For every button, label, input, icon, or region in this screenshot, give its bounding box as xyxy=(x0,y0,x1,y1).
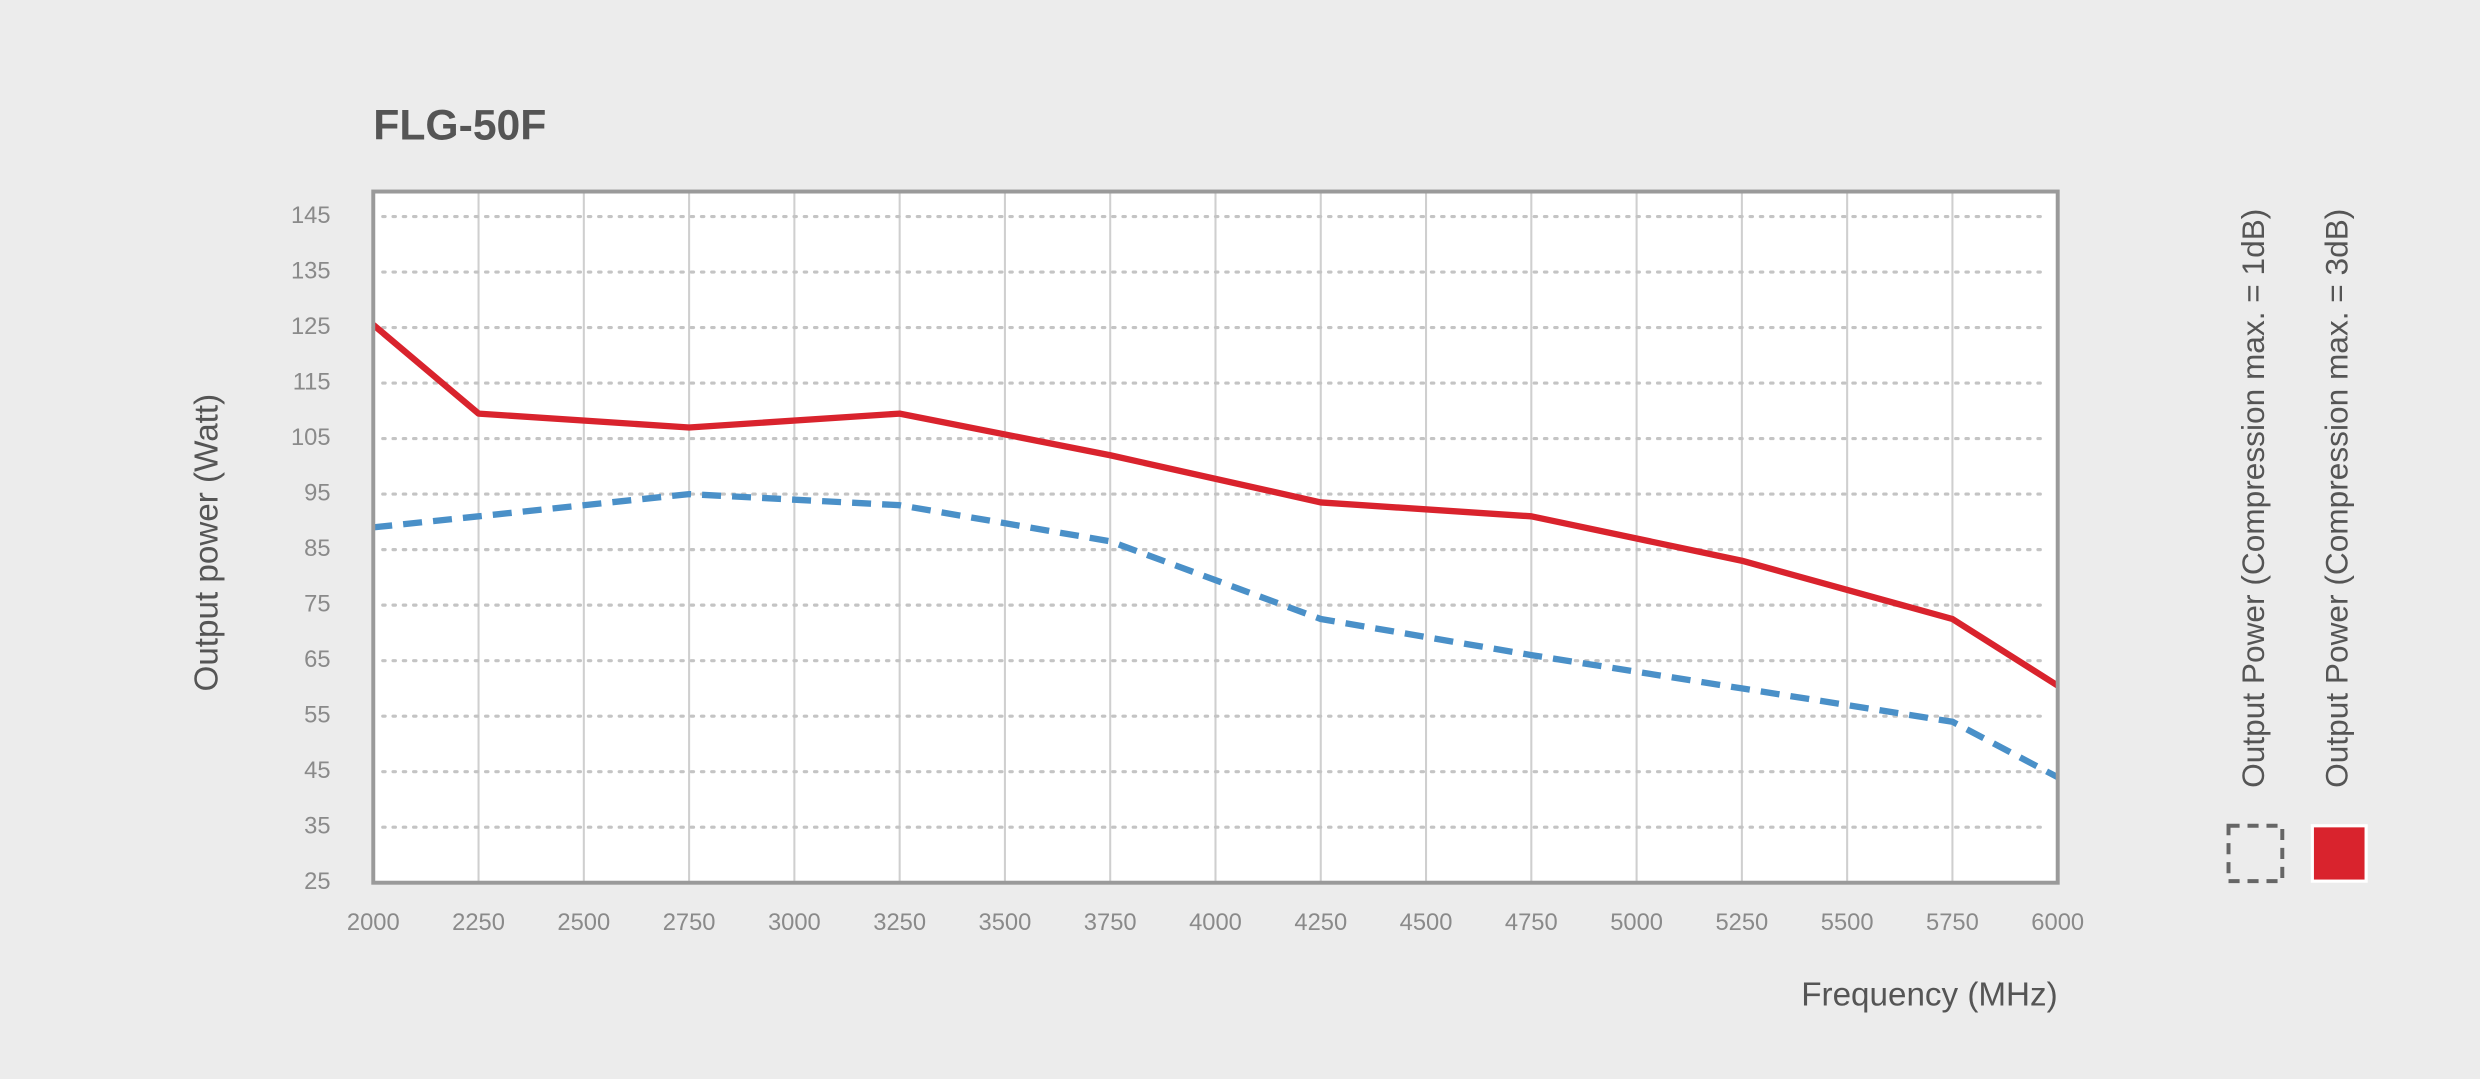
y-tick-label: 95 xyxy=(304,480,330,506)
x-tick-label: 5500 xyxy=(1821,910,1874,936)
series-line xyxy=(372,490,2060,781)
y-tick-label: 45 xyxy=(304,758,330,784)
y-axis-title: Output power (Watt) xyxy=(189,394,226,692)
legend-label: Output Power (Compression max. = 3dB) xyxy=(2319,209,2355,788)
x-tick-label: 2750 xyxy=(663,910,716,936)
x-tick-label: 6000 xyxy=(2031,910,2084,936)
x-tick-label: 4000 xyxy=(1189,910,1242,936)
x-axis-title: Frequency (MHz) xyxy=(1801,976,2057,1013)
y-tick-label: 85 xyxy=(304,536,330,562)
y-tick-label: 35 xyxy=(304,813,330,839)
x-tick-label: 5750 xyxy=(1926,910,1979,936)
y-tick-label: 65 xyxy=(304,647,330,673)
legend-swatch xyxy=(2310,824,2368,883)
y-tick-label: 25 xyxy=(304,869,330,895)
x-tick-label: 4500 xyxy=(1400,910,1453,936)
legend-swatch xyxy=(2226,823,2285,884)
x-tick-label: 2500 xyxy=(557,910,610,936)
y-tick-label: 105 xyxy=(291,425,331,451)
legend-label: Output Power (Compression max. = 1dB) xyxy=(2235,209,2271,788)
y-tick-label: 75 xyxy=(304,591,330,617)
x-tick-label: 3500 xyxy=(979,910,1032,936)
x-tick-label: 5000 xyxy=(1610,910,1663,936)
x-tick-label: 4250 xyxy=(1294,910,1347,936)
chart-title: FLG-50F xyxy=(373,102,546,150)
x-tick-label: 4750 xyxy=(1505,910,1558,936)
x-tick-label: 2250 xyxy=(452,910,505,936)
x-tick-label: 3750 xyxy=(1084,910,1137,936)
x-tick-label: 2000 xyxy=(347,910,400,936)
x-tick-label: 3250 xyxy=(873,910,926,936)
y-tick-label: 125 xyxy=(291,314,331,340)
plot-border xyxy=(371,189,2060,885)
y-tick-label: 145 xyxy=(291,203,331,229)
x-tick-label: 3000 xyxy=(768,910,821,936)
y-tick-label: 115 xyxy=(293,369,331,395)
y-tick-label: 55 xyxy=(304,702,330,728)
x-tick-label: 5250 xyxy=(1715,910,1768,936)
series-line xyxy=(371,322,2060,689)
y-tick-label: 135 xyxy=(291,258,331,284)
